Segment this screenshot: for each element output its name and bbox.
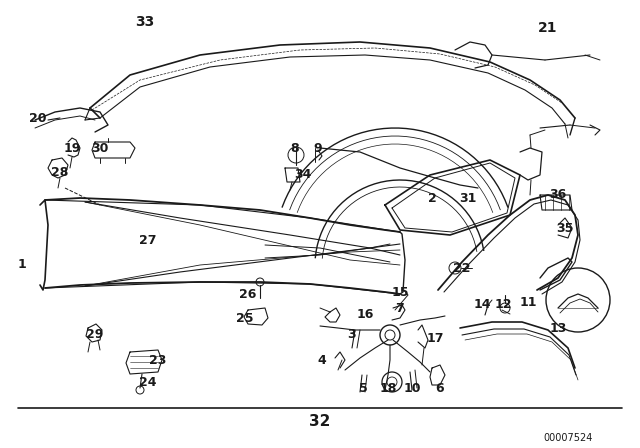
Text: 19: 19 — [63, 142, 81, 155]
Text: 23: 23 — [149, 353, 166, 366]
Text: 5: 5 — [358, 382, 367, 395]
Text: 9: 9 — [314, 142, 323, 155]
Text: 17: 17 — [426, 332, 444, 345]
Text: 6: 6 — [436, 382, 444, 395]
Text: 27: 27 — [140, 233, 157, 246]
Text: 1: 1 — [18, 258, 26, 271]
Text: 26: 26 — [239, 289, 257, 302]
Text: 34: 34 — [294, 168, 312, 181]
Text: 4: 4 — [317, 353, 326, 366]
Text: 22: 22 — [453, 262, 471, 275]
Text: 15: 15 — [391, 285, 409, 298]
Text: 10: 10 — [403, 382, 420, 395]
Text: 13: 13 — [549, 322, 566, 335]
Text: 31: 31 — [460, 191, 477, 204]
Text: 11: 11 — [519, 296, 537, 309]
Text: 35: 35 — [556, 221, 573, 234]
Text: 00007524: 00007524 — [543, 433, 593, 443]
Text: 7: 7 — [396, 302, 404, 314]
Text: 18: 18 — [380, 382, 397, 395]
Text: 28: 28 — [51, 165, 68, 178]
Text: 24: 24 — [140, 375, 157, 388]
Text: 21: 21 — [538, 21, 557, 35]
Text: 2: 2 — [428, 191, 436, 204]
Text: 14: 14 — [473, 298, 491, 311]
Text: 16: 16 — [356, 309, 374, 322]
Text: 36: 36 — [549, 189, 566, 202]
Text: 29: 29 — [86, 328, 104, 341]
Text: 25: 25 — [236, 311, 253, 324]
Text: 30: 30 — [92, 142, 109, 155]
Text: 20: 20 — [29, 112, 47, 125]
Text: 32: 32 — [309, 414, 331, 430]
Text: 12: 12 — [494, 298, 512, 311]
Text: 3: 3 — [348, 328, 356, 341]
Text: 33: 33 — [136, 15, 155, 29]
Text: 8: 8 — [291, 142, 300, 155]
